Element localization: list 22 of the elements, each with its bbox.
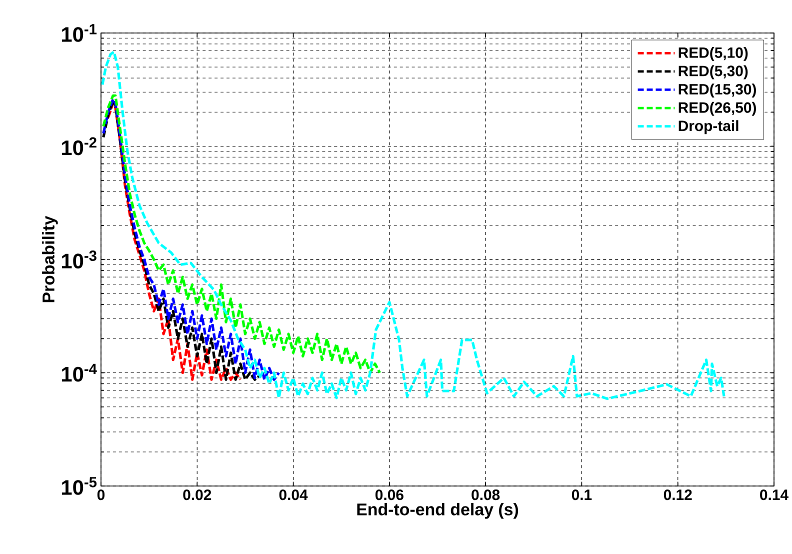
y-tick-label: 10$^{-3}$	[62, 250, 96, 268]
x-tick-label: 0	[97, 490, 105, 500]
x-axis-title: End-to-end delay (s)	[357, 502, 518, 519]
legend-label: RED(15,30)	[678, 84, 756, 98]
x-tick-label: 0.02	[183, 490, 212, 500]
y-tick-label: 10$^{-4}$	[62, 364, 97, 382]
x-tick-label: 0.12	[664, 490, 692, 500]
line-series	[106, 102, 242, 381]
x-tick-label: 0.08	[472, 490, 500, 500]
legend-label: Drop-tail	[678, 120, 738, 134]
x-tick-label: 0.06	[375, 490, 404, 500]
y-tick-label: 10$^{-5}$	[62, 477, 97, 495]
x-tick-label: 0.1	[572, 490, 592, 500]
y-tick-label: 10$^{-1}$	[62, 24, 97, 42]
line-series	[102, 94, 382, 374]
legend-label: RED(5,30)	[678, 65, 748, 80]
x-tick-label: 0.04	[279, 490, 308, 500]
y-axis-title: Probability	[42, 216, 58, 302]
x-tick-label: 0.14	[760, 490, 788, 500]
legend-label: RED(26,50)	[678, 102, 756, 116]
y-tick-label: 10$^{-2}$	[62, 137, 96, 156]
legend-label: RED(5,10)	[678, 46, 748, 61]
